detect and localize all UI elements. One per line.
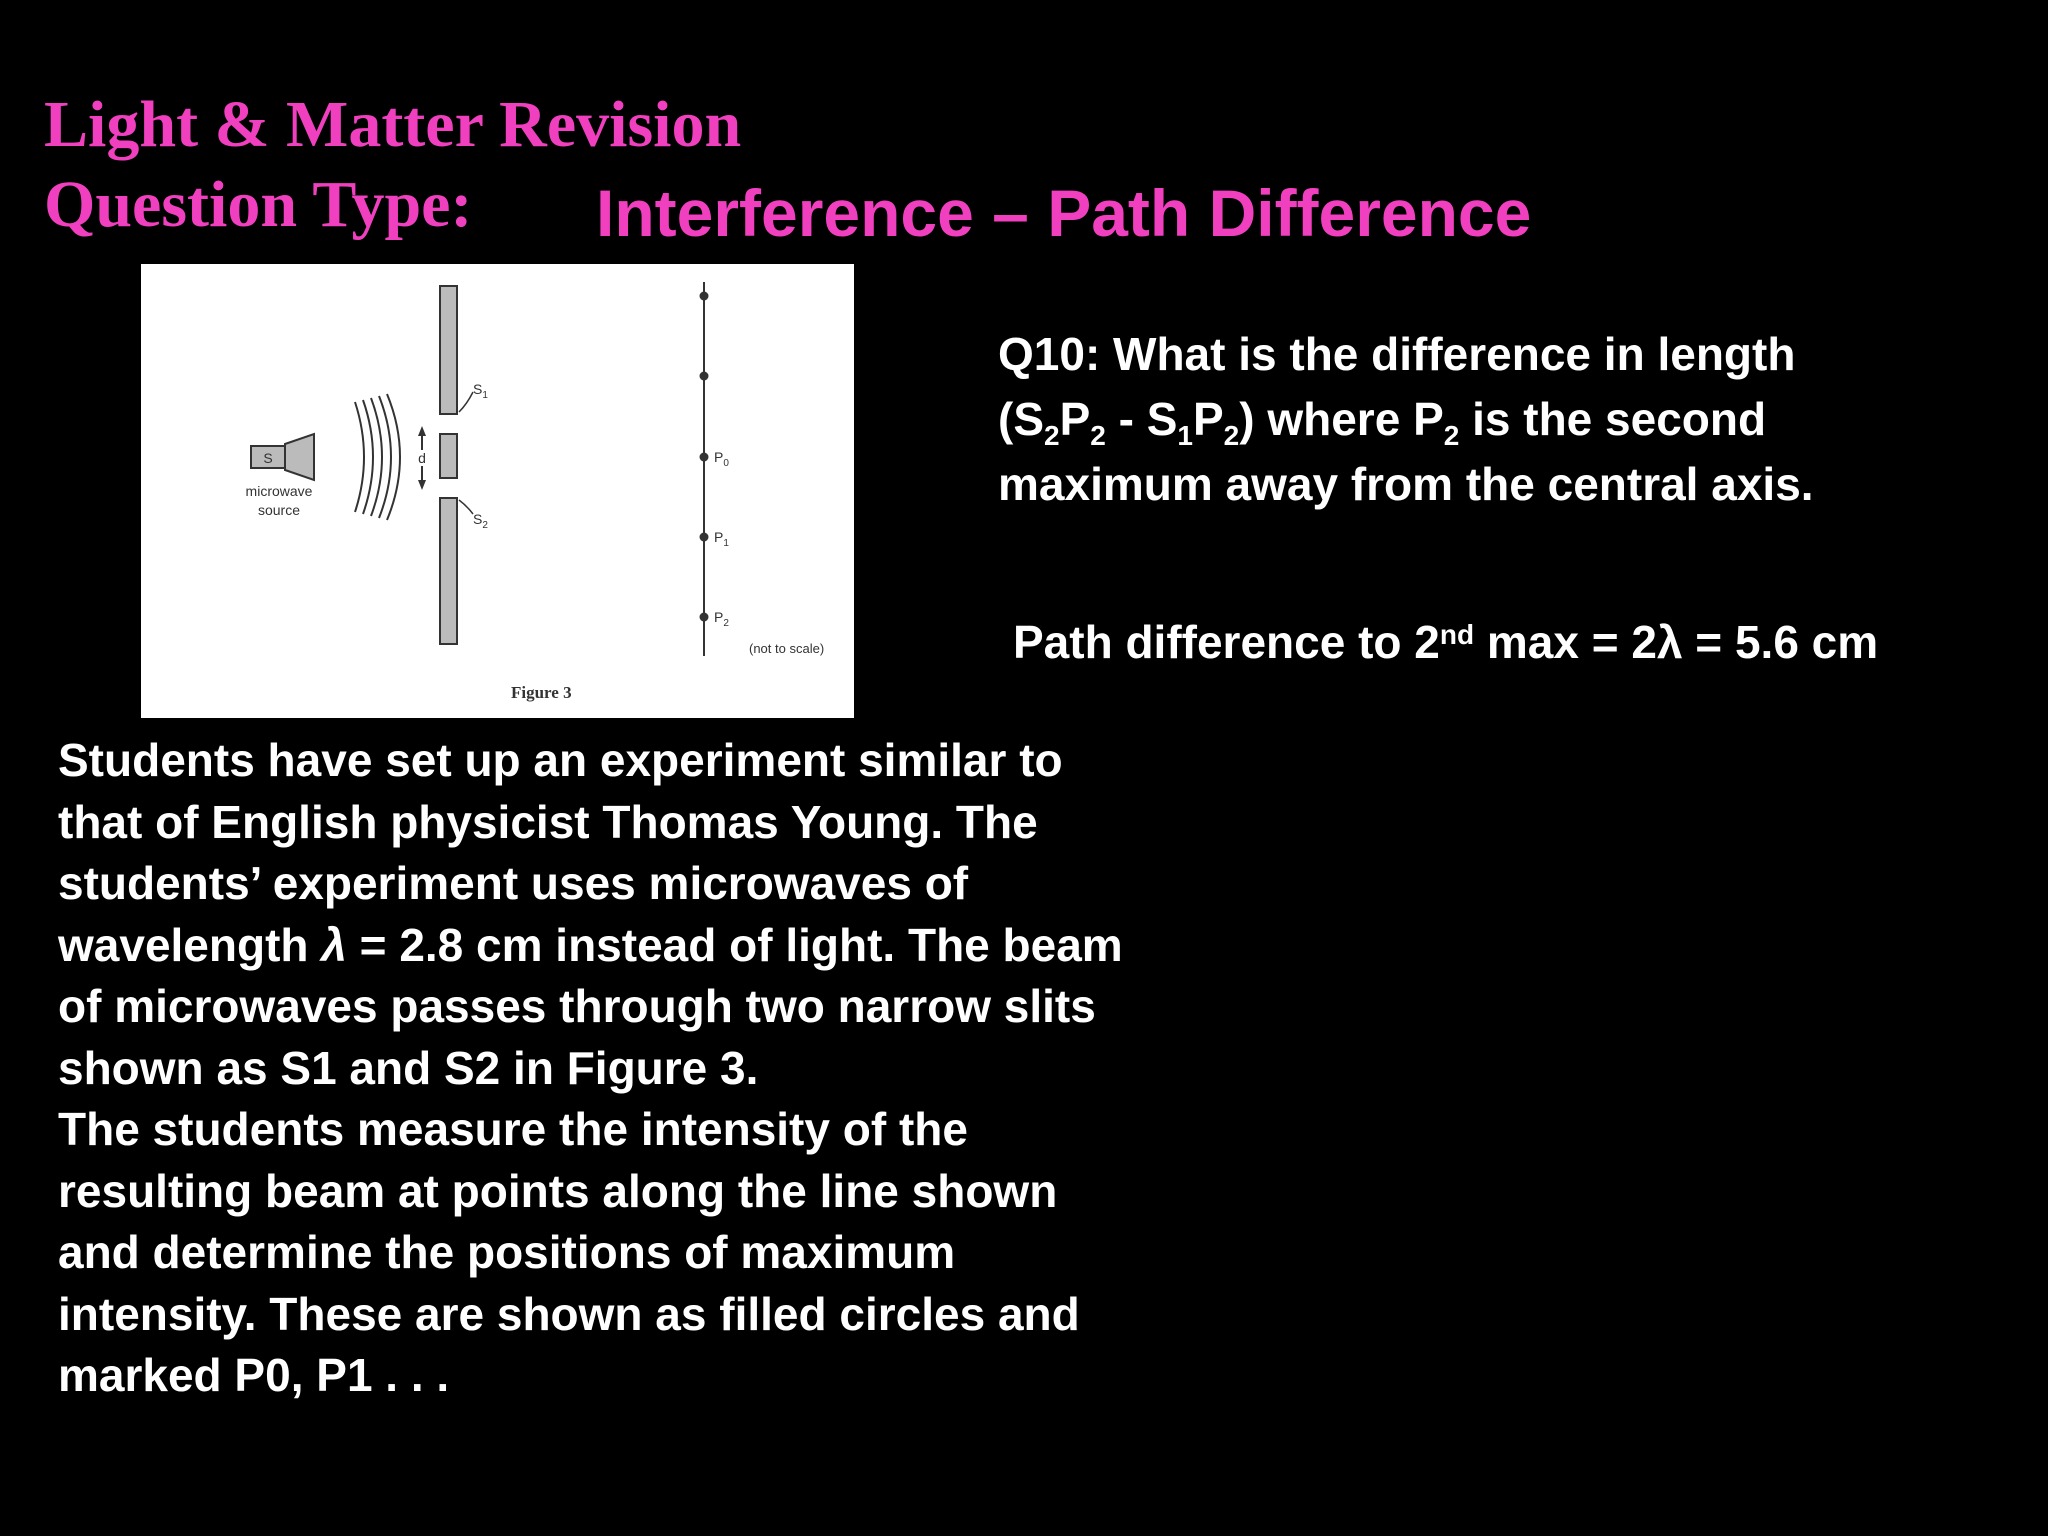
- answer-text: Path difference to 2nd max = 2λ = 5.6 cm: [1013, 616, 1879, 668]
- barrier-top: [439, 285, 458, 415]
- title-line-1: Light & Matter Revision: [44, 88, 742, 161]
- gap-label: d: [418, 450, 426, 466]
- source-label-line2: source: [258, 502, 300, 518]
- maximum-dot: [699, 371, 709, 381]
- double-slit-diagram: S microwave source d S1 S2: [246, 282, 824, 702]
- maximum-dot-p0: [699, 452, 709, 462]
- source-box-label: S: [263, 450, 272, 466]
- horn-icon: [284, 432, 315, 482]
- title-line-2: Question Type:: [44, 168, 473, 241]
- slit1-label: S1: [473, 381, 488, 401]
- figure-3: S microwave source d S1 S2: [141, 264, 854, 718]
- body-paragraph-1: Students have set up an experiment simil…: [58, 734, 1123, 1094]
- question-line-2: (S2P2 - S1P2) where P2 is the second: [998, 393, 1767, 451]
- question-line-1: Q10: What is the difference in length: [998, 328, 1796, 380]
- barrier-middle: [439, 433, 458, 479]
- question-text: Q10: What is the difference in length (S…: [998, 322, 1998, 517]
- maximum-dot: [699, 291, 709, 301]
- point-label-p1: P1: [714, 529, 729, 549]
- question-line-3: maximum away from the central axis.: [998, 458, 1814, 510]
- arrow-up-icon: [418, 426, 426, 436]
- subtitle: Interference – Path Difference: [596, 176, 1532, 250]
- arrow-down-icon: [418, 480, 426, 490]
- scale-note: (not to scale): [749, 641, 824, 656]
- maximum-dot-p1: [699, 532, 709, 542]
- wavefronts: [354, 393, 401, 521]
- maximum-dot-p2: [699, 612, 709, 622]
- point-label-p0: P0: [714, 449, 729, 469]
- body-text: Students have set up an experiment simil…: [58, 730, 1148, 1407]
- point-label-p2: P2: [714, 609, 729, 629]
- body-paragraph-2: The students measure the intensity of th…: [58, 1103, 1080, 1401]
- figure-caption: Figure 3: [511, 683, 572, 702]
- barrier-bottom: [439, 497, 458, 645]
- source-label-line1: microwave: [246, 483, 313, 499]
- slit2-label: S2: [473, 511, 488, 531]
